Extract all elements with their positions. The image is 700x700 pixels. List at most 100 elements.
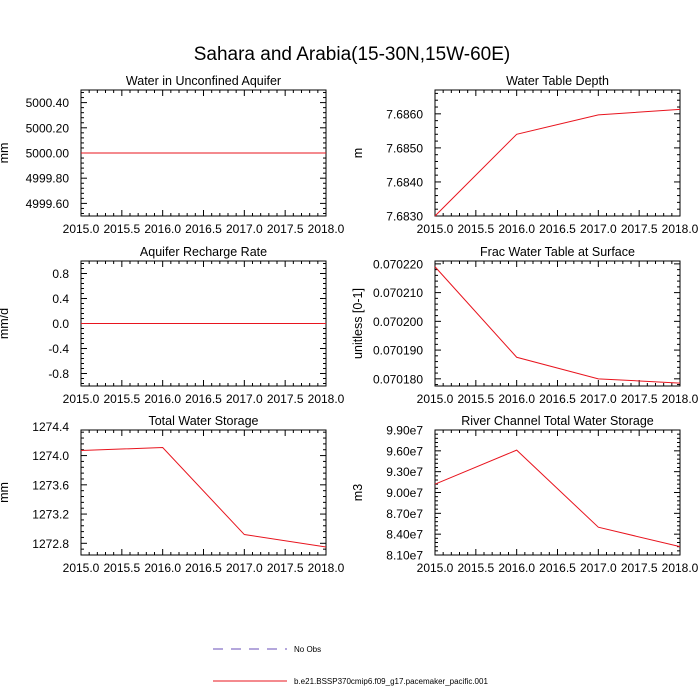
x-tick-label: 2016.5: [539, 392, 576, 406]
y-tick-label: 8.10e7: [386, 549, 423, 563]
y-tick-label: 1273.6: [32, 478, 69, 492]
x-tick-label: 2015.5: [457, 222, 494, 236]
y-tick-label: 8.40e7: [386, 528, 423, 542]
legend-label-no-obs: No Obs: [294, 645, 321, 654]
y-tick-label: 0.0: [52, 317, 69, 331]
y-tick-label: 0.070200: [373, 315, 423, 329]
x-tick-label: 2015.5: [103, 392, 140, 406]
plot-frame: [434, 260, 681, 387]
y-tick-label: 0.070190: [373, 344, 423, 358]
x-tick-label: 2017.5: [267, 392, 304, 406]
y-tick-label: 9.30e7: [386, 465, 423, 479]
x-tick-label: 2017.0: [580, 392, 617, 406]
x-tick-label: 2017.0: [226, 222, 263, 236]
x-tick-label: 2017.5: [267, 222, 304, 236]
x-tick-label: 2016.5: [539, 561, 576, 575]
x-tick-label: 2016.5: [185, 561, 222, 575]
y-tick-label: 1274.0: [32, 449, 69, 463]
x-tick-label: 2015.0: [63, 392, 100, 406]
x-tick-label: 2016.5: [185, 392, 222, 406]
x-tick-label: 2015.0: [417, 222, 454, 236]
x-tick-label: 2015.5: [457, 561, 494, 575]
y-tick-label: 0.8: [52, 267, 69, 281]
y-tick-label: 5000.40: [26, 96, 70, 110]
panel-title: Frac Water Table at Surface: [480, 245, 635, 259]
x-tick-label: 2016.5: [185, 222, 222, 236]
y-axis-label: m3: [351, 484, 365, 501]
x-tick-label: 2018.0: [662, 561, 699, 575]
y-tick-label: 5000.00: [26, 147, 70, 161]
y-tick-label: 9.00e7: [386, 486, 423, 500]
y-tick-label: 1274.4: [32, 420, 69, 434]
y-tick-label: 7.6840: [386, 175, 423, 189]
x-tick-label: 2015.0: [417, 392, 454, 406]
panel-5: Total Water Storage mm 2015.0 2015.5 2016.0 2…: [0, 414, 345, 575]
x-tick-label: 2015.5: [103, 561, 140, 575]
x-tick-label: 2018.0: [662, 392, 699, 406]
x-tick-label: 2016.0: [144, 561, 181, 575]
y-tick-label: 7.6850: [386, 141, 423, 155]
legend-label-run: b.e21.BSSP370cmip6.f09_g17.pacemaker_pac…: [294, 677, 488, 686]
series-line-1: [80, 447, 327, 548]
y-axis-label: mm/d: [0, 308, 11, 339]
y-tick-label: 0.070220: [373, 257, 423, 271]
x-tick-label: 2017.0: [226, 561, 263, 575]
panel-title: Water Table Depth: [506, 74, 609, 88]
x-tick-label: 2015.0: [63, 222, 100, 236]
y-tick-label: -0.4: [48, 342, 69, 356]
y-tick-label: 8.70e7: [386, 507, 423, 521]
panel-4: Frac Water Table at Surface unitless [0-1…: [351, 245, 699, 406]
x-tick-label: 2015.0: [417, 561, 454, 575]
y-tick-label: 9.90e7: [386, 424, 423, 438]
x-tick-label: 2018.0: [662, 222, 699, 236]
y-tick-label: 0.4: [52, 292, 69, 306]
panel-6: River Channel Total Water Storage m3 2015.…: [351, 414, 699, 575]
x-tick-label: 2018.0: [308, 222, 345, 236]
x-tick-label: 2017.0: [580, 561, 617, 575]
series-line-1: [434, 266, 681, 384]
panel-title: River Channel Total Water Storage: [461, 414, 654, 428]
panel-1: Water in Unconfined Aquifer mm 2015.0 2015.…: [0, 74, 345, 236]
x-tick-label: 2017.5: [621, 222, 658, 236]
x-tick-label: 2016.0: [144, 222, 181, 236]
y-tick-label: 4999.80: [26, 172, 70, 186]
x-tick-label: 2015.5: [103, 222, 140, 236]
x-tick-label: 2016.0: [144, 392, 181, 406]
x-tick-label: 2016.5: [539, 222, 576, 236]
panel-3: Aquifer Recharge Rate mm/d 2015.0 2015.5 201…: [0, 245, 345, 406]
legend: No Obs b.e21.BSSP370cmip6.f09_g17.pacema…: [213, 645, 488, 686]
x-tick-label: 2017.0: [226, 392, 263, 406]
x-tick-label: 2017.5: [621, 561, 658, 575]
x-tick-label: 2016.0: [498, 222, 535, 236]
y-axis-label: mm: [0, 482, 11, 503]
x-tick-label: 2018.0: [308, 561, 345, 575]
y-tick-label: 9.60e7: [386, 444, 423, 458]
y-axis-label: unitless [0-1]: [351, 288, 365, 359]
y-tick-label: 0.070180: [373, 372, 423, 386]
x-tick-label: 2016.0: [498, 392, 535, 406]
y-tick-label: 5000.20: [26, 121, 70, 135]
y-tick-label: 0.070210: [373, 286, 423, 300]
y-tick-label: -0.8: [48, 367, 69, 381]
x-tick-label: 2016.0: [498, 561, 535, 575]
y-tick-label: 1272.8: [32, 537, 69, 551]
y-tick-label: 7.6860: [386, 107, 423, 121]
plot-frame: [434, 429, 681, 556]
series-line-1: [434, 449, 681, 548]
panel-2: Water Table Depth m 2015.0 2015.5 2016.0 2016…: [351, 74, 699, 236]
y-axis-label: m: [351, 148, 365, 158]
x-tick-label: 2018.0: [308, 392, 345, 406]
y-tick-label: 7.6830: [386, 210, 423, 224]
panel-title: Total Water Storage: [148, 414, 258, 428]
x-tick-label: 2017.5: [267, 561, 304, 575]
y-tick-label: 1273.2: [32, 508, 69, 522]
y-tick-label: 4999.60: [26, 197, 70, 211]
x-tick-label: 2017.0: [580, 222, 617, 236]
x-tick-label: 2015.5: [457, 392, 494, 406]
series-line-1: [434, 108, 681, 217]
panel-title: Aquifer Recharge Rate: [140, 245, 267, 259]
figure-title: Sahara and Arabia(15-30N,15W-60E): [194, 44, 511, 65]
panel-title: Water in Unconfined Aquifer: [126, 74, 281, 88]
plot-frame: [434, 89, 681, 217]
